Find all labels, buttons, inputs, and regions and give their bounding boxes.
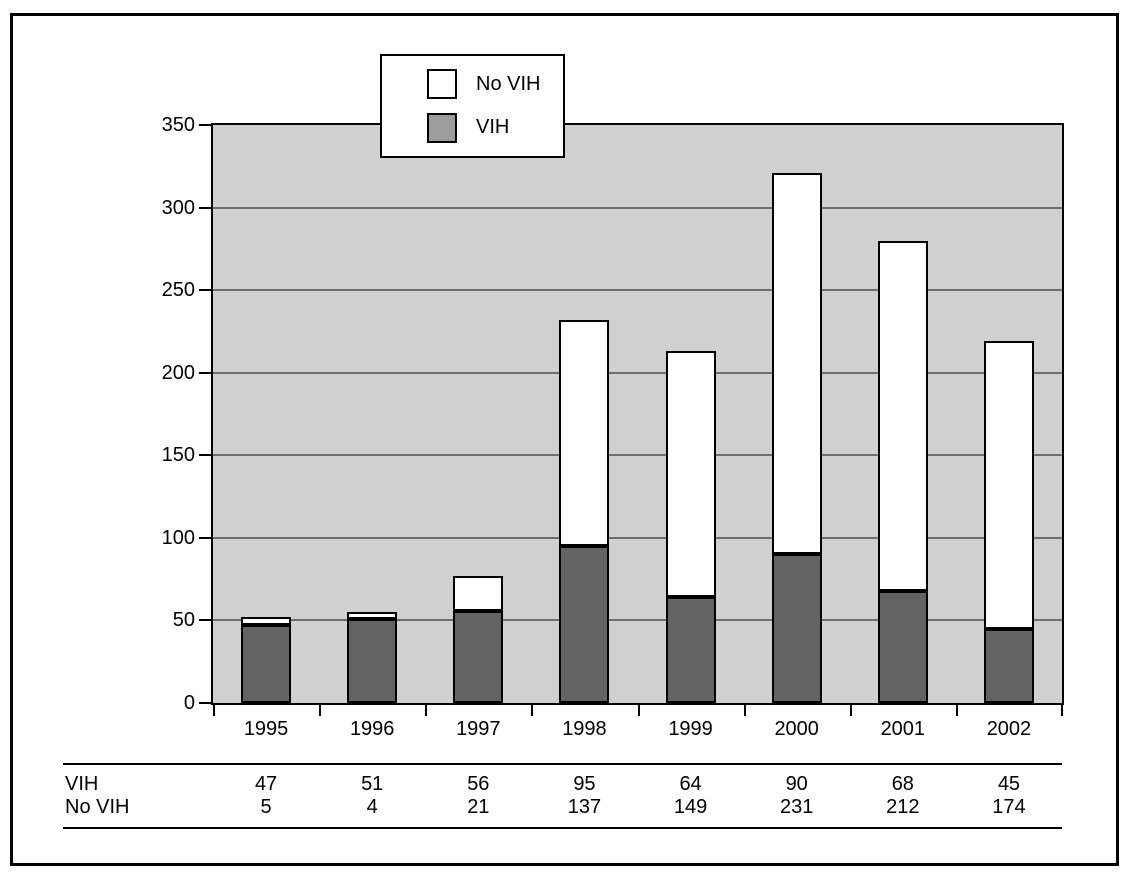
x-axis-tick [213,705,215,716]
x-axis-label: 2001 [880,718,926,740]
x-axis-tick [425,705,427,716]
table-cell: 174 [992,796,1026,818]
legend-label: No VIH [476,72,541,95]
vih-swatch-icon [427,112,457,143]
table-cell: 212 [886,796,920,818]
y-axis-tick [199,206,212,209]
gridline [213,619,1062,622]
x-axis-tick [638,705,640,716]
no-vih-swatch-icon [427,69,457,100]
x-axis-tick [850,705,852,716]
bar-no-vih-1999 [665,351,716,597]
y-axis-label: 100 [161,526,195,549]
bar-no-vih-1995 [241,617,292,625]
figure-frame: 0 50 100 150 200 250 300 350 1995 1996 1997 1998 19… [10,13,1119,866]
table-cell: 21 [467,796,490,818]
table-cell: 5 [260,796,272,818]
bar-vih-2002 [983,629,1034,703]
gridline [213,371,1062,374]
table-cell: 68 [891,773,914,795]
y-axis-tick [199,619,212,622]
table-bottom-rule [63,827,1062,829]
y-axis-label: 200 [161,361,195,384]
table-cell: 51 [361,773,384,795]
bar-vih-1998 [559,546,610,703]
gridline [213,289,1062,292]
bar-no-vih-1997 [453,576,504,611]
bar-no-vih-2002 [983,341,1034,629]
table-cell: 137 [567,796,602,818]
table-cell: 4 [366,796,378,818]
y-axis-label: 300 [161,196,195,219]
bar-no-vih-2001 [877,241,928,591]
x-axis-tick [1061,705,1063,716]
table-top-rule [63,763,1062,765]
y-axis-tick [199,536,212,539]
table-row-label: No VIH [65,796,130,818]
y-axis-label: 50 [172,609,195,632]
x-axis-label: 2000 [774,718,819,740]
x-axis-label: 1995 [243,718,289,740]
bar-vih-1995 [241,625,292,703]
y-axis-tick [199,371,212,374]
y-axis-label: 150 [161,444,195,467]
table-cell: 45 [997,773,1021,795]
x-axis-label: 1996 [349,718,395,740]
y-axis-label: 0 [183,692,195,714]
y-axis-tick [199,454,212,457]
bar-vih-1997 [453,611,504,703]
x-axis-label: 1998 [562,718,607,740]
y-axis-tick [199,289,212,292]
table-cell: 64 [679,773,702,795]
table-cell: 231 [780,796,814,818]
x-axis-tick [956,705,958,716]
bar-vih-1996 [347,619,398,703]
bar-no-vih-2000 [771,173,822,554]
gridline [213,536,1062,539]
legend-label: VIH [476,116,510,139]
bar-no-vih-1998 [559,320,610,546]
bar-vih-1999 [665,597,716,703]
x-axis-tick [744,705,746,716]
y-axis-tick [199,702,212,704]
x-axis-label: 1999 [668,718,713,740]
gridline [213,206,1062,209]
y-axis-label: 250 [161,279,195,302]
x-axis-label: 2002 [986,718,1032,740]
table-cell: 90 [785,773,808,795]
plot-area [211,123,1064,705]
table-cell: 47 [254,773,278,795]
bar-no-vih-1996 [347,612,398,619]
x-axis-tick [531,705,533,716]
legend-item-vih: VIH [427,112,563,143]
x-axis-tick [319,705,321,716]
legend: No VIH VIH [380,54,565,158]
legend-item-no-vih: No VIH [427,69,563,100]
bar-vih-2000 [771,554,822,703]
table-cell: 95 [573,773,596,795]
table-row-label: VIH [65,773,99,795]
y-axis-label: 350 [161,114,195,136]
gridline [213,454,1062,457]
y-axis-tick [199,124,212,126]
table-cell: 56 [467,773,490,795]
table-cell: 149 [673,796,708,818]
chart-container: 0 50 100 150 200 250 300 350 1995 1996 1997 1998 19… [13,16,1116,863]
x-axis-label: 1997 [456,718,501,740]
bar-vih-2001 [877,591,928,703]
